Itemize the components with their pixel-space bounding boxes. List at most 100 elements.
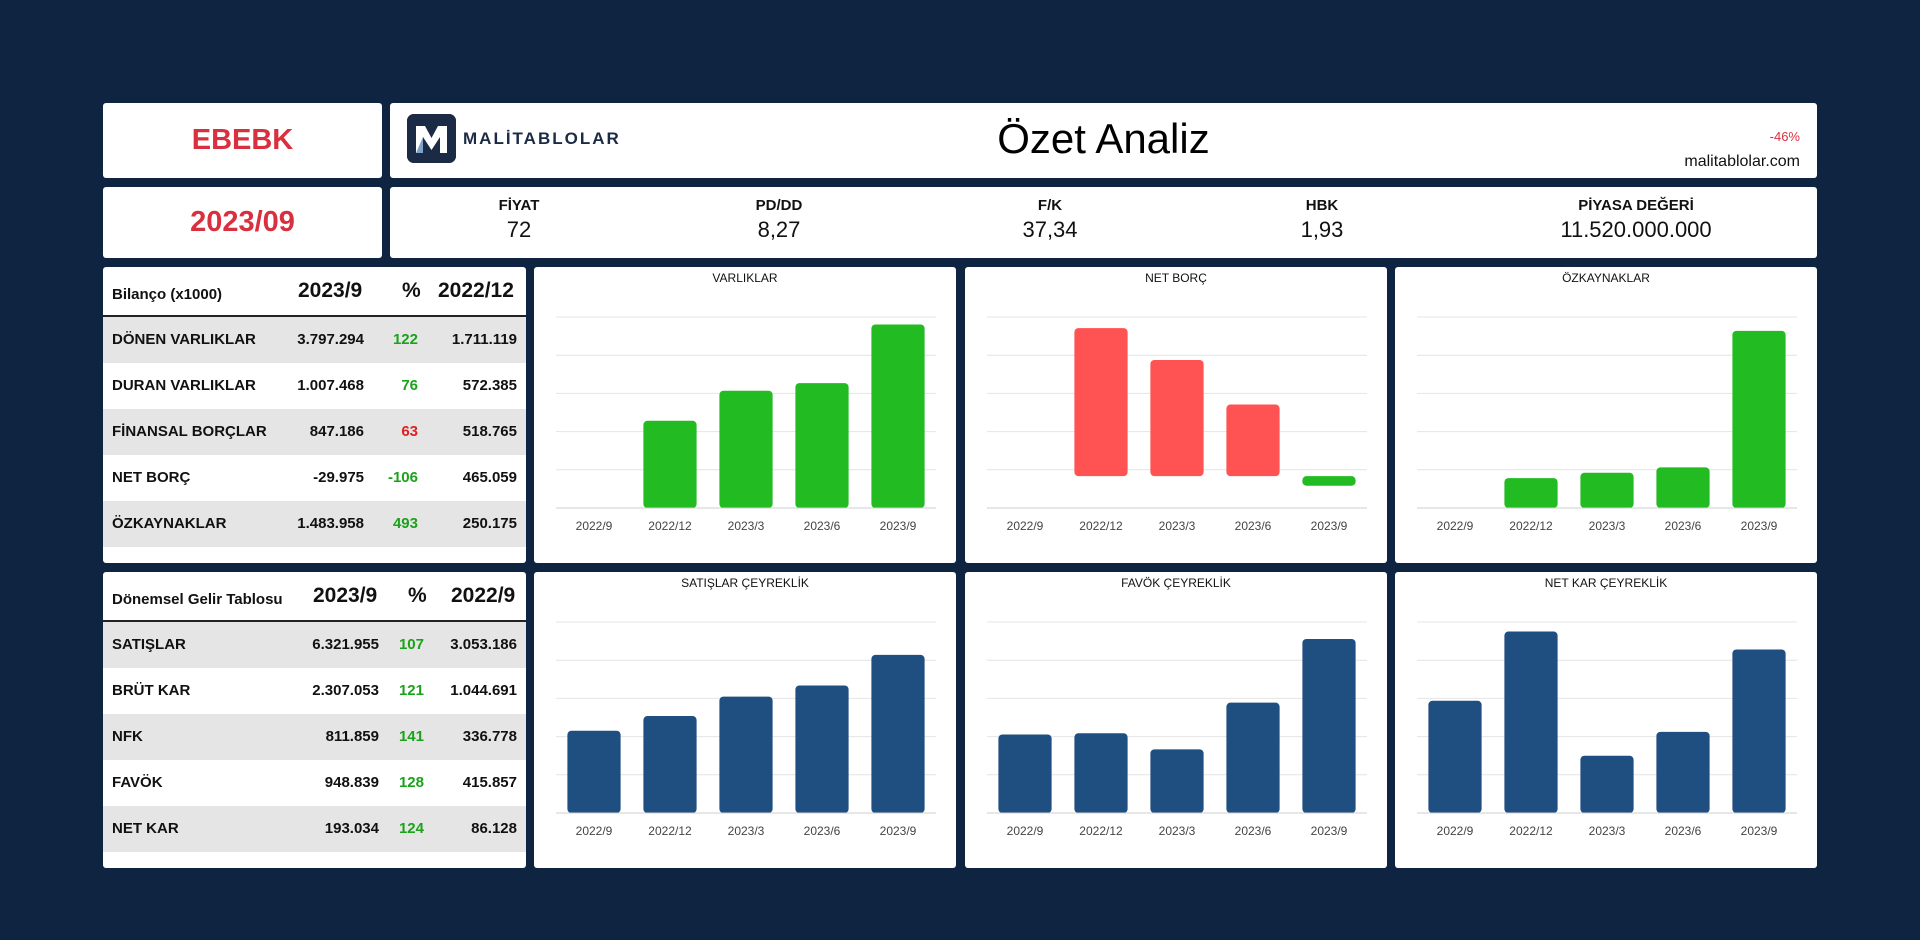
chart-bar[interactable] [871,324,925,508]
chart-bar[interactable] [1656,467,1710,508]
period-card: 2023/09 [103,187,382,258]
page-title: Özet Analiz [997,115,1210,162]
metric-price: FİYAT 72 [499,197,540,243]
metric-label: F/K [1037,197,1063,214]
chart-bar[interactable] [1428,700,1482,813]
chart-net-kar: NET KAR ÇEYREKLİK 2022/9 2022/12 2023/3 2023… [1395,572,1817,868]
chart-bar[interactable] [871,654,925,813]
chart-bar[interactable] [719,696,773,813]
metric-value: 8,27 [757,217,801,242]
metric-fk: F/K 37,34 [1022,197,1077,243]
table-title: Dönemsel Gelir Tablosu [112,591,283,608]
site-link[interactable]: malitablolar.com [1684,153,1800,170]
x-tick-label: 2023/3 [1589,824,1626,838]
x-tick-label: 2022/12 [1509,519,1553,533]
row-percent-change: 124 [398,820,424,837]
x-tick-label: 2023/9 [1741,519,1778,533]
chart-bar[interactable] [1226,404,1280,477]
row-label: BRÜT KAR [112,682,191,699]
x-tick-label: 2023/9 [1311,824,1348,838]
chart-bar[interactable] [1732,649,1786,813]
row-value-current: 6.321.955 [312,636,379,653]
chart-bar[interactable] [1580,755,1634,813]
column-header: % [408,584,427,607]
brand-logo[interactable]: MALİTABLOLAR [407,114,621,163]
chart-title: SATIŞLAR ÇEYREKLİK [681,576,809,590]
chart-bar[interactable] [795,383,849,508]
chart-bar[interactable] [1074,733,1128,813]
row-label: ÖZKAYNAKLAR [112,515,227,532]
x-tick-label: 2022/12 [1509,824,1553,838]
column-header: % [402,279,421,302]
chart-bar[interactable] [1504,478,1558,508]
x-tick-label: 2023/3 [1589,519,1626,533]
chart-bar[interactable] [1656,731,1710,813]
row-percent-change: 493 [392,515,418,532]
chart-bar[interactable] [643,716,697,813]
x-tick-label: 2022/9 [576,519,613,533]
chart-bar[interactable] [1302,638,1356,813]
chart-bar[interactable] [998,734,1052,813]
table-header: Bilanço (x1000) 2023/9 % 2022/12 [103,267,526,317]
chart-bar[interactable] [1580,472,1634,508]
chart-bar[interactable] [719,390,773,508]
metric-value: 1,93 [1300,217,1344,242]
x-tick-label: 2022/12 [1079,824,1123,838]
x-tick-label: 2023/3 [728,519,765,533]
x-tick-label: 2023/3 [728,824,765,838]
chart-satislar: SATIŞLAR ÇEYREKLİK 2022/9 2022/12 2023/3 202… [534,572,956,868]
chart-bar[interactable] [795,685,849,813]
row-label: DÖNEN VARLIKLAR [112,331,256,348]
column-header: 2023/9 [298,279,363,302]
table-row: FİNANSAL BORÇLAR 847.186 63 518.765 [103,409,526,455]
chart-bar[interactable] [1504,631,1558,813]
x-tick-label: 2022/9 [576,824,613,838]
metric-pd-dd: PD/DD 8,27 [756,197,803,243]
metric-label: PİYASA DEĞERİ [1578,197,1694,214]
chart-bar[interactable] [1302,476,1356,486]
chart-title: NET BORÇ [1145,271,1207,285]
x-tick-label: 2022/9 [1007,519,1044,533]
table-row: NFK 811.859 141 336.778 [103,714,526,760]
chart-title: FAVÖK ÇEYREKLİK [1121,576,1231,590]
row-value-current: 193.034 [324,820,379,837]
x-tick-label: 2023/6 [804,519,841,533]
x-tick-label: 2023/3 [1159,824,1196,838]
row-value-current: -29.975 [313,469,364,486]
chart-bar[interactable] [1732,330,1786,508]
row-value-previous: 336.778 [462,728,517,745]
chart-bar[interactable] [567,730,621,813]
chart-net-borc: NET BORÇ 2022/9 2022/12 2023/3 2023/6 2023/9 [965,267,1387,563]
row-value-previous: 1.044.691 [450,682,517,699]
income-table: Dönemsel Gelir Tablosu 2023/9 % 2022/9 S… [103,572,526,868]
chart-bar[interactable] [1150,359,1204,477]
row-percent-change: 128 [398,774,424,791]
row-percent-change: 107 [398,636,424,653]
x-tick-label: 2023/9 [1741,824,1778,838]
x-tick-label: 2023/9 [880,519,917,533]
x-tick-label: 2023/6 [1665,824,1702,838]
row-label: NET KAR [112,820,179,837]
chart-bar[interactable] [643,420,697,508]
x-tick-label: 2022/12 [1079,519,1123,533]
row-percent-change: -106 [387,469,418,486]
x-tick-label: 2022/12 [648,519,692,533]
row-value-previous: 465.059 [462,469,517,486]
column-header: 2023/9 [313,584,378,607]
chart-ozkaynaklar: ÖZKAYNAKLAR 2022/9 2022/12 2023/3 2023/6 2023… [1395,267,1817,563]
ticker-card: EBEBK [103,103,382,178]
chart-bar[interactable] [1150,749,1204,813]
chart-bar[interactable] [1074,328,1128,477]
table-row: DURAN VARLIKLAR 1.007.468 76 572.385 [103,363,526,409]
row-label: NFK [112,728,143,745]
x-tick-label: 2022/9 [1007,824,1044,838]
column-header: 2022/9 [451,584,516,607]
chart-varliklar: VARLIKLAR 2022/9 2022/12 2023/3 2023/6 2023/9 [534,267,956,563]
ticker-symbol: EBEBK [191,124,294,156]
chart-bar[interactable] [1226,702,1280,813]
row-percent-change: 141 [398,728,424,745]
x-tick-label: 2023/9 [880,824,917,838]
row-percent-change: 63 [401,423,418,440]
header-card: MALİTABLOLAR Özet Analiz -46% malitablol… [390,103,1817,178]
row-value-current: 3.797.294 [297,331,364,348]
